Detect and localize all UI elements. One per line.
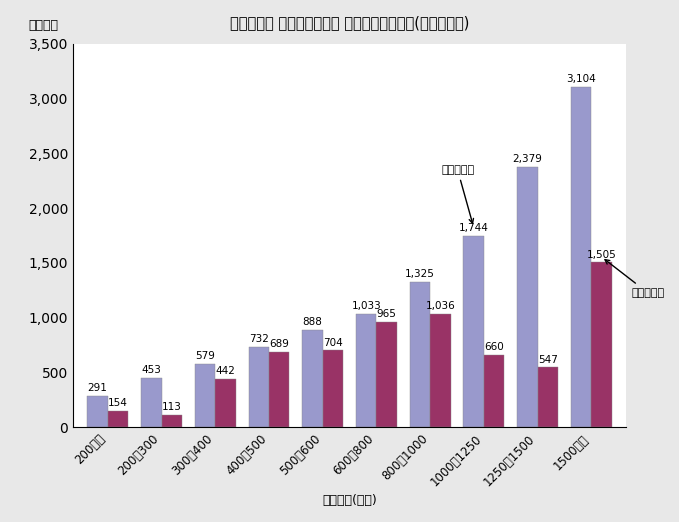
Bar <box>517 167 538 428</box>
Text: （万円）: （万円） <box>29 19 58 32</box>
Text: 2,379: 2,379 <box>513 154 543 164</box>
Text: 965: 965 <box>377 309 397 319</box>
Bar <box>484 355 504 428</box>
Text: 291: 291 <box>88 383 107 393</box>
Bar <box>108 411 128 428</box>
Text: 1,744: 1,744 <box>459 223 489 233</box>
Bar <box>141 378 162 428</box>
Bar <box>538 367 558 428</box>
Text: 3,104: 3,104 <box>566 74 596 85</box>
Title: 図表４－７ 年間収入階級別 貯蓄・負債現在高(勤労者世帯): 図表４－７ 年間収入階級別 貯蓄・負債現在高(勤労者世帯) <box>230 15 469 30</box>
Bar <box>323 350 343 428</box>
Text: 1,036: 1,036 <box>426 301 456 311</box>
Text: 負債現在高: 負債現在高 <box>605 259 664 298</box>
Bar <box>302 330 323 428</box>
Text: 704: 704 <box>323 338 343 348</box>
Bar <box>269 352 289 428</box>
Text: 1,325: 1,325 <box>405 269 435 279</box>
Text: 1,033: 1,033 <box>352 301 381 312</box>
Bar <box>591 263 612 428</box>
Text: 113: 113 <box>162 402 182 412</box>
Text: 689: 689 <box>270 339 289 349</box>
Text: 1,505: 1,505 <box>587 250 617 259</box>
Text: 660: 660 <box>484 342 504 352</box>
Bar <box>88 396 108 428</box>
Bar <box>430 314 451 428</box>
Text: 154: 154 <box>108 398 128 408</box>
X-axis label: 年間収入(万円): 年間収入(万円) <box>323 494 377 507</box>
Text: 547: 547 <box>538 355 557 365</box>
Bar <box>215 379 236 428</box>
Bar <box>410 282 430 428</box>
Bar <box>571 87 591 428</box>
Bar <box>376 322 397 428</box>
Bar <box>195 364 215 428</box>
Text: 貯蓄現在高: 貯蓄現在高 <box>441 165 474 223</box>
Text: 732: 732 <box>249 335 269 345</box>
Bar <box>249 347 269 428</box>
Bar <box>356 314 376 428</box>
Bar <box>162 415 182 428</box>
Text: 888: 888 <box>303 317 323 327</box>
Text: 453: 453 <box>141 365 162 375</box>
Text: 442: 442 <box>215 366 236 376</box>
Bar <box>464 236 484 428</box>
Text: 579: 579 <box>195 351 215 361</box>
